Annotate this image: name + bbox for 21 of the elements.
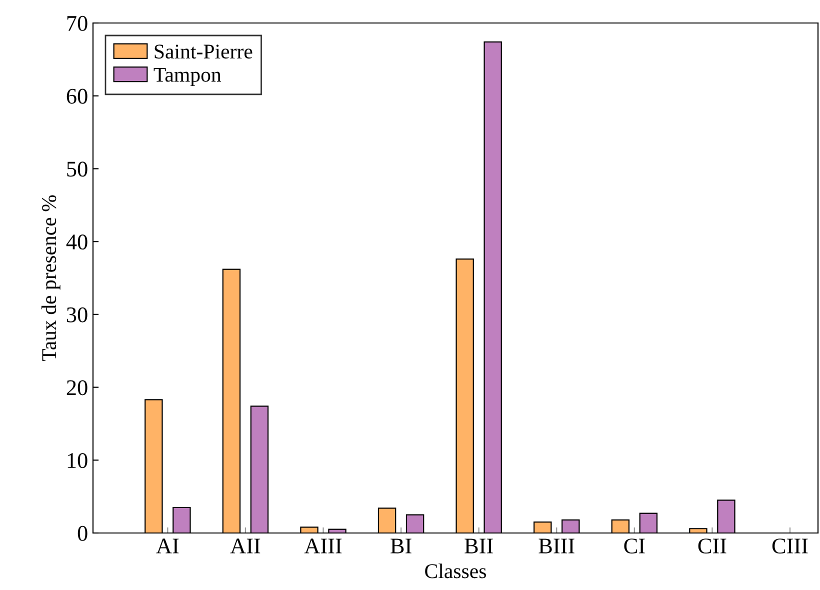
legend-label: Tampon [154,68,222,86]
y-tick-label: 20 [66,380,88,396]
y-tick-label: 40 [66,234,88,250]
x-tick-label: CIII [772,538,808,554]
x-tick-label: AI [156,538,179,554]
y-tick-label: 10 [68,453,88,468]
y-tick-label: 30 [66,307,88,322]
y-tick-label: 50 [67,162,88,177]
legend-label: Saint-Pierre [154,44,252,59]
x-tick-label: CII [698,538,726,554]
x-tick-label: AII [230,538,260,554]
x-tick-label: CI [624,538,645,554]
x-axis-title: Classes [425,564,486,578]
x-tick-label: BI [390,538,412,554]
y-tick-label: 70 [67,16,88,31]
x-tick-label: AIII [304,538,342,554]
y-tick-label: 0 [78,526,88,541]
x-tick-label: BII [464,538,493,554]
x-tick-label: BIII [538,538,574,554]
y-tick-label: 60 [66,88,88,104]
y-axis-title: Taux de presence % [41,195,60,362]
